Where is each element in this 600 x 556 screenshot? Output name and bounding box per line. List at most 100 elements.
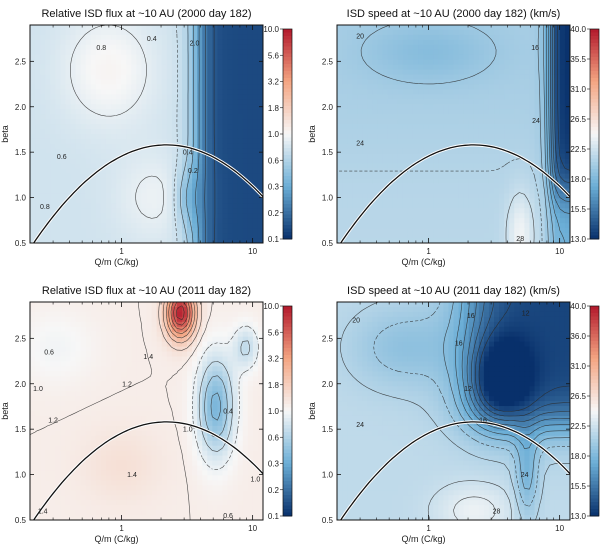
heatmap-cell (494, 34, 500, 41)
heatmap-cell (50, 129, 56, 135)
heatmap-cell (418, 44, 424, 51)
heatmap-cell (418, 238, 424, 243)
heatmap-cell (468, 218, 475, 224)
heatmap-cell (207, 109, 213, 115)
heatmap-cell (60, 153, 67, 160)
heatmap-cell (105, 39, 112, 46)
heatmap-cell (539, 69, 546, 76)
heatmap-cell (539, 25, 546, 31)
heatmap-cell (559, 138, 566, 145)
heatmap-cell (121, 346, 127, 353)
heatmap-cell (237, 99, 244, 105)
heatmap-cell (116, 25, 122, 31)
heatmap-cell (80, 59, 87, 66)
heatmap-cell (70, 366, 77, 372)
heatmap-cell (30, 183, 36, 190)
heatmap-cell (402, 69, 409, 76)
heatmap-cell (131, 188, 137, 195)
colorbar-cell (283, 172, 292, 177)
heatmap-cell (504, 124, 510, 130)
heatmap-cell (232, 59, 239, 66)
heatmap-cell (519, 104, 526, 110)
heatmap-cell (247, 54, 254, 61)
heatmap-cell (237, 168, 244, 175)
heatmap-cell (105, 213, 112, 219)
heatmap-cell (111, 119, 117, 125)
heatmap-cell (423, 168, 429, 175)
heatmap-cell (50, 356, 56, 363)
heatmap-cell (131, 129, 137, 135)
colorbar-cell (590, 106, 599, 110)
heatmap-cell (519, 148, 526, 155)
heatmap-cell (519, 99, 526, 105)
heatmap-cell (141, 129, 148, 135)
heatmap-cell (161, 25, 168, 31)
heatmap-cell (197, 153, 203, 160)
heatmap-cell (136, 64, 143, 71)
heatmap-cell (352, 119, 358, 125)
heatmap-cell (402, 49, 409, 56)
heatmap-cell (30, 223, 36, 229)
heatmap-cell (161, 129, 168, 135)
heatmap-cell (412, 168, 419, 175)
heatmap-cell (377, 34, 384, 41)
heatmap-cell (372, 94, 379, 100)
heatmap-cell (70, 79, 77, 86)
heatmap-cell (65, 331, 72, 338)
contour-label: 2.0 (190, 41, 200, 48)
heatmap-cell (352, 213, 358, 219)
heatmap-cell (357, 188, 363, 195)
heatmap-cell (40, 203, 46, 209)
heatmap-cell (412, 213, 419, 219)
heatmap-cell (519, 173, 526, 180)
heatmap-cell (252, 119, 259, 125)
heatmap-cell (100, 223, 107, 229)
heatmap-cell (111, 341, 117, 348)
heatmap-cell (146, 104, 153, 110)
heatmap-cell (387, 163, 394, 170)
heatmap-cell (90, 302, 97, 308)
heatmap-cell (428, 59, 434, 66)
heatmap-cell (559, 84, 566, 90)
heatmap-cell (156, 44, 163, 51)
heatmap-cell (85, 193, 92, 199)
heatmap-cell (207, 54, 213, 61)
heatmap-cell (237, 25, 244, 31)
heatmap-cell (499, 99, 505, 105)
heatmap-cell (529, 84, 536, 90)
heatmap-cell (357, 208, 363, 214)
heatmap-cell (428, 54, 434, 61)
heatmap-cell (202, 69, 208, 76)
heatmap-cell (176, 124, 183, 130)
heatmap-cell (504, 89, 510, 95)
heatmap-cell (372, 233, 379, 239)
heatmap-cell (377, 39, 384, 46)
heatmap-cell (352, 183, 358, 190)
heatmap-cell (372, 198, 379, 204)
colorbar-cell (283, 204, 292, 208)
heatmap-cell (95, 104, 102, 110)
heatmap-cell (448, 64, 455, 71)
heatmap-cell (90, 168, 97, 175)
heatmap-cell (534, 34, 541, 41)
heatmap-cell (448, 193, 455, 199)
heatmap-cell (337, 208, 343, 214)
heatmap-cell (60, 321, 67, 328)
heatmap-cell (453, 153, 460, 160)
heatmap-cell (382, 134, 389, 140)
heatmap-cell (247, 198, 254, 204)
heatmap-cell (181, 228, 188, 234)
heatmap-cell (222, 183, 229, 190)
heatmap-cell (121, 64, 127, 71)
heatmap-cell (60, 302, 67, 308)
heatmap-cell (257, 326, 263, 333)
heatmap-cell (247, 114, 254, 120)
heatmap-cell (85, 311, 92, 318)
heatmap-cell (564, 69, 570, 76)
heatmap-cell (499, 49, 505, 56)
heatmap-cell (342, 84, 348, 90)
heatmap-cell (423, 178, 429, 185)
heatmap-cell (357, 158, 363, 165)
heatmap-cell (65, 188, 72, 195)
heatmap-cell (559, 158, 566, 165)
